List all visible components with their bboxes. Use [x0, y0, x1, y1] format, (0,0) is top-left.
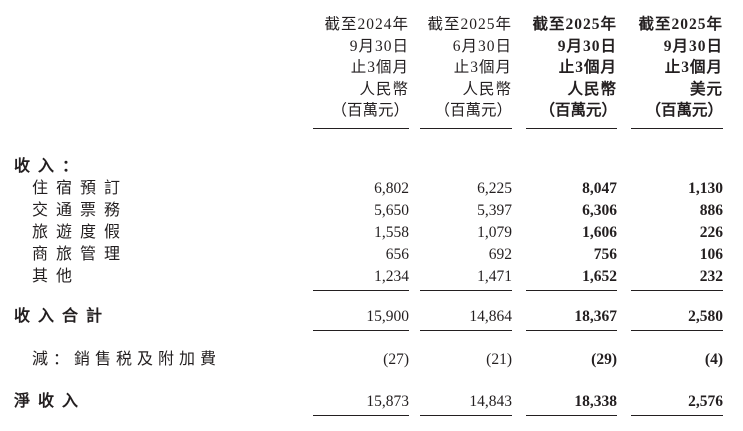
row-accommodation-booking: 住宿預訂 6,802 6,225 8,047 1,130 — [14, 178, 743, 200]
cell-value: 226 — [699, 223, 723, 241]
row-corporate-travel: 商旅管理 656 692 756 106 — [14, 244, 743, 266]
cell-value: 1,606 — [582, 223, 617, 241]
header-line: 9月30日 — [663, 37, 723, 55]
row-label: 減：銷售税及附加費 — [32, 350, 222, 368]
cell-value: 6,802 — [374, 179, 409, 197]
header-unit-line: （百萬元） — [434, 102, 512, 119]
row-label: 收入合計 — [14, 307, 111, 325]
cell-value: (29) — [591, 350, 617, 368]
cell-value: 1,079 — [477, 223, 512, 241]
cell-value: 106 — [699, 245, 723, 263]
header-line: 止3個月 — [558, 59, 617, 76]
section-revenue-label: 收入： — [14, 157, 87, 175]
header-line: 截至2025年 — [638, 16, 723, 33]
cell-value: 14,843 — [420, 391, 512, 416]
header-line: 止3個月 — [453, 59, 512, 76]
header-unit-line: （百萬元） — [645, 102, 723, 119]
cell-value: 1,471 — [420, 266, 512, 291]
header-line: 美元 — [689, 80, 723, 98]
row-label: 住宿預訂 — [32, 179, 129, 197]
header-line: 人民幣 — [462, 80, 512, 98]
row-transportation-ticketing: 交通票務 5,650 5,397 6,306 886 — [14, 200, 743, 222]
row-label: 交通票務 — [32, 201, 129, 219]
header-line: 6月30日 — [452, 37, 512, 55]
row-label: 旅遊度假 — [32, 223, 129, 241]
cell-value: 1,234 — [313, 266, 409, 291]
cell-value: 15,900 — [313, 306, 409, 331]
cell-value: 2,580 — [631, 306, 723, 331]
cell-value: 6,306 — [582, 201, 617, 219]
header-unit-line: （百萬元） — [331, 102, 409, 119]
header-unit-line: （百萬元） — [539, 102, 617, 119]
cell-value: 5,650 — [374, 201, 409, 219]
cell-value: 2,576 — [631, 391, 723, 416]
cell-value: 8,047 — [582, 179, 617, 197]
header-line: 9月30日 — [349, 37, 409, 55]
header-line: 止3個月 — [350, 59, 409, 76]
section-revenue: 收入： — [14, 156, 743, 178]
cell-value: 232 — [631, 266, 723, 291]
header-line: 截至2024年 — [324, 16, 409, 33]
cell-value: 18,338 — [526, 391, 617, 416]
header-line: 截至2025年 — [532, 16, 617, 33]
row-sales-tax-surcharges: 減：銷售税及附加費 (27) (21) (29) (4) — [14, 349, 743, 371]
cell-value: (4) — [704, 350, 723, 368]
cell-value: 5,397 — [477, 201, 512, 219]
cell-value: 656 — [385, 245, 409, 263]
cell-value: 18,367 — [526, 306, 617, 331]
header-line: 截至2025年 — [427, 16, 512, 33]
cell-value: 1,130 — [688, 179, 723, 197]
cell-value: 14,864 — [420, 306, 512, 331]
row-total-revenue: 收入合計 15,900 14,864 18,367 2,580 — [14, 306, 743, 331]
header-line: 止3個月 — [664, 59, 723, 76]
cell-value: 6,225 — [477, 179, 512, 197]
row-label: 淨收入 — [14, 392, 87, 410]
cell-value: 15,873 — [313, 391, 409, 416]
cell-value: (27) — [383, 350, 409, 368]
cell-value: 692 — [488, 245, 512, 263]
column-header-2025-09-rmb: 截至2025年 9月30日 止3個月 人民幣 （百萬元） — [526, 14, 617, 129]
row-label: 其他 — [32, 267, 81, 285]
column-header-2025-09-usd: 截至2025年 9月30日 止3個月 美元 （百萬元） — [631, 14, 723, 129]
cell-value: 756 — [593, 245, 617, 263]
table-header: 截至2024年 9月30日 止3個月 人民幣 （百萬元） 截至2025年 6月3… — [14, 14, 743, 129]
row-others: 其他 1,234 1,471 1,652 232 — [14, 266, 743, 291]
row-packaged-tours: 旅遊度假 1,558 1,079 1,606 226 — [14, 222, 743, 244]
cell-value: 886 — [699, 201, 723, 219]
row-net-revenue: 淨收入 15,873 14,843 18,338 2,576 — [14, 391, 743, 416]
column-header-2024-09-rmb: 截至2024年 9月30日 止3個月 人民幣 （百萬元） — [313, 14, 409, 129]
header-line: 人民幣 — [359, 80, 409, 98]
header-line: 9月30日 — [557, 37, 617, 55]
column-header-2025-06-rmb: 截至2025年 6月30日 止3個月 人民幣 （百萬元） — [420, 14, 512, 129]
header-line: 人民幣 — [567, 80, 617, 98]
cell-value: 1,652 — [526, 266, 617, 291]
cell-value: 1,558 — [374, 223, 409, 241]
row-label: 商旅管理 — [32, 245, 129, 263]
cell-value: (21) — [486, 350, 512, 368]
